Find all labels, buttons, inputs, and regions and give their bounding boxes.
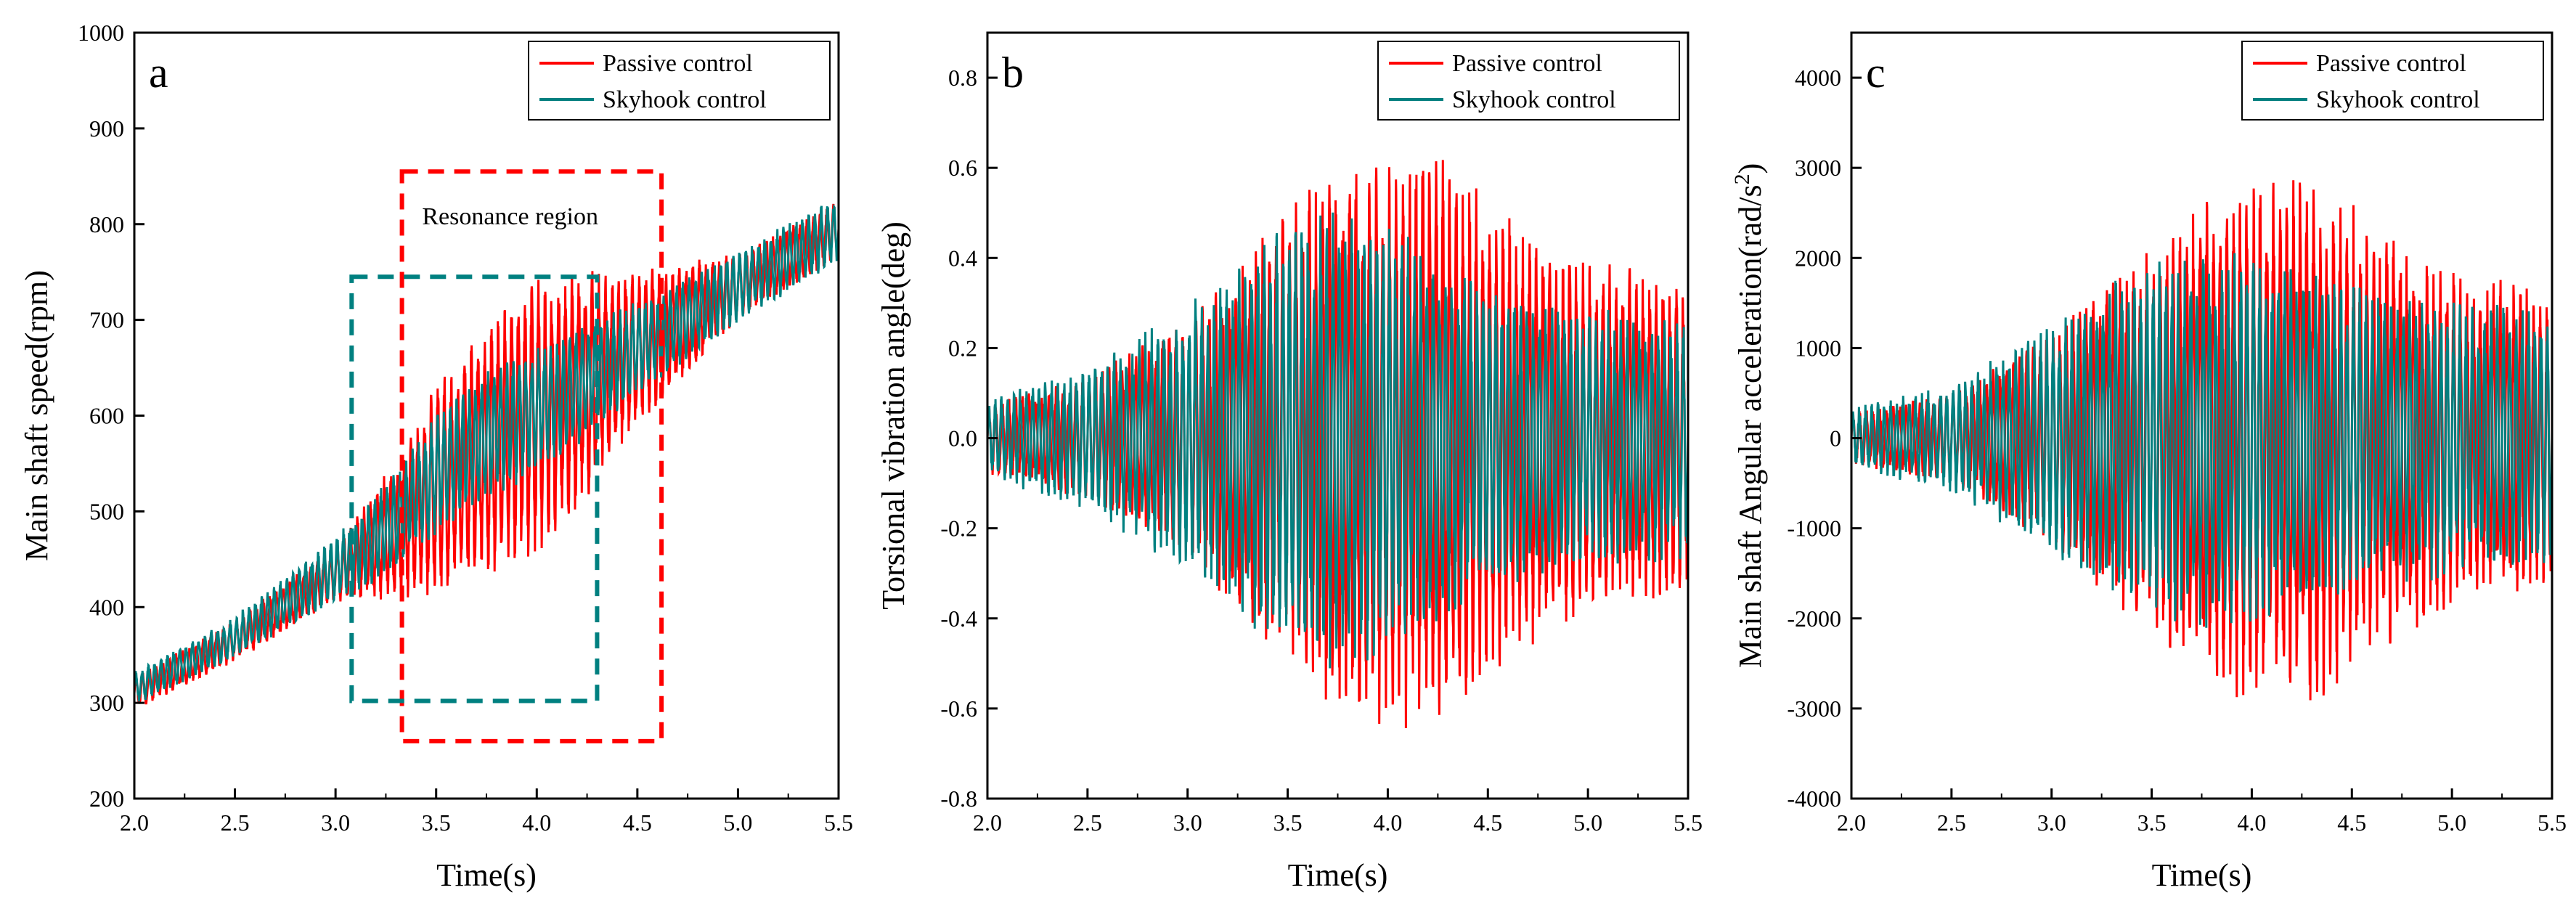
y-tick-label: -0.8 xyxy=(940,786,977,812)
annotation-resonance-region: Resonance region xyxy=(422,203,598,230)
legend-box xyxy=(2241,41,2544,121)
y-tick-label: 3000 xyxy=(1795,155,1841,181)
y-tick-label: -3000 xyxy=(1787,695,1841,722)
chart-panel-c: 2.0 2.5 3.0 3.5 4.0 4.5 5.0 5.5 -4000 -3000 -2000 -… xyxy=(1730,31,2567,893)
y-axis-label-main: Main shaft Angular acceleration(rad/s xyxy=(1732,184,1768,668)
chart-panel-a: Resonance region 2.0 2.5 3.0 3.5 4.0 4.5 5.0 5.5… xyxy=(19,20,853,893)
chart-panel-b: 2.0 2.5 3.0 3.5 4.0 4.5 5.0 5.5 -0.8 -0.6 -0.4 -0.2… xyxy=(876,31,1703,893)
panel-letter: c xyxy=(1866,49,1886,97)
y-tick-label: 1000 xyxy=(78,20,124,46)
series-line-skyhook xyxy=(134,203,839,702)
x-tick-label: 2.5 xyxy=(1073,809,1102,836)
x-tick-label: 2.5 xyxy=(1937,809,1966,836)
legend-box xyxy=(528,41,831,121)
series-line-skyhook xyxy=(987,212,1688,669)
x-tick-label: 4.5 xyxy=(2337,809,2366,836)
y-tick-label: -0.2 xyxy=(940,515,977,542)
x-tick-label: 4.5 xyxy=(1473,809,1502,836)
y-tick-label: 200 xyxy=(89,786,124,812)
y-tick-label: 400 xyxy=(89,594,124,620)
x-axis-label: Time(s) xyxy=(436,857,537,893)
y-axis-label: Main shaft speed(rpm) xyxy=(19,270,54,561)
resonance-region-skyhook xyxy=(349,274,600,703)
y-tick-label: 0 xyxy=(1830,425,1841,452)
y-tick-label: -2000 xyxy=(1787,605,1841,632)
legend-label: Skyhook control xyxy=(2316,86,2480,113)
y-axis-label: Main shaft Angular acceleration(rad/s2) xyxy=(1730,163,1768,669)
y-tick-label: 900 xyxy=(89,115,124,142)
resonance-region-passive xyxy=(399,169,664,743)
x-tick-label: 3.5 xyxy=(422,809,451,836)
x-axis-label: Time(s) xyxy=(1288,857,1388,893)
y-tick-label: 0.6 xyxy=(948,155,977,181)
x-tick-label: 5.0 xyxy=(2437,809,2466,836)
x-tick-label: 3.5 xyxy=(1273,809,1303,836)
legend: Passive control Skyhook control xyxy=(1377,41,1680,121)
y-tick-label: -4000 xyxy=(1787,786,1841,812)
x-tick-label: 5.5 xyxy=(1674,809,1703,836)
y-tick-label: 2000 xyxy=(1795,245,1841,271)
y-tick-label: 0.4 xyxy=(948,245,977,271)
y-axis-label: Torsional vibration angle(deg) xyxy=(876,221,911,610)
y-axis-label-end: ) xyxy=(1732,163,1768,174)
y-tick-label: 1000 xyxy=(1795,335,1841,361)
x-tick-label: 3.0 xyxy=(2037,809,2066,836)
panel-letter: a xyxy=(149,49,168,97)
y-tick-label: -1000 xyxy=(1787,515,1841,542)
x-tick-label: 5.0 xyxy=(1573,809,1602,836)
x-axis-label: Time(s) xyxy=(2152,857,2252,893)
y-tick-label: 500 xyxy=(89,498,124,524)
x-tick-label: 5.0 xyxy=(723,809,752,836)
x-tick-label: 3.5 xyxy=(2137,809,2167,836)
x-tick-label: 5.5 xyxy=(2538,809,2567,836)
x-tick-label: 5.5 xyxy=(824,809,853,836)
x-tick-label: 2.0 xyxy=(973,809,1002,836)
legend-label: Skyhook control xyxy=(603,86,767,113)
x-tick-label: 2.5 xyxy=(221,809,250,836)
x-tick-label: 3.0 xyxy=(321,809,350,836)
y-tick-label: -0.4 xyxy=(940,605,977,632)
x-tick-label: 4.5 xyxy=(623,809,652,836)
y-tick-label: 600 xyxy=(89,403,124,429)
legend: Passive control Skyhook control xyxy=(528,41,831,121)
y-tick-label: 300 xyxy=(89,690,124,716)
y-tick-label: 0.8 xyxy=(948,65,977,91)
x-tick-label: 2.0 xyxy=(1837,809,1866,836)
y-tick-label: 700 xyxy=(89,307,124,333)
legend-label: Passive control xyxy=(603,50,753,77)
legend-label: Skyhook control xyxy=(1452,86,1616,113)
legend-box xyxy=(1377,41,1680,121)
y-tick-label: 0.0 xyxy=(948,425,977,452)
series-line-skyhook xyxy=(1851,253,2552,628)
y-tick-label: 800 xyxy=(89,211,124,237)
y-tick-label: -0.6 xyxy=(940,695,977,722)
y-axis-label-sup: 2 xyxy=(1730,174,1754,184)
y-tick-label: 4000 xyxy=(1795,65,1841,91)
x-tick-label: 4.0 xyxy=(2237,809,2266,836)
x-tick-label: 3.0 xyxy=(1173,809,1202,836)
legend-label: Passive control xyxy=(2316,50,2466,77)
x-tick-label: 4.0 xyxy=(1373,809,1402,836)
x-tick-label: 2.0 xyxy=(120,809,149,836)
legend-label: Passive control xyxy=(1452,50,1602,77)
panel-letter: b xyxy=(1002,49,1024,97)
y-tick-label: 0.2 xyxy=(948,335,977,361)
x-tick-label: 4.0 xyxy=(522,809,551,836)
legend: Passive control Skyhook control xyxy=(2241,41,2544,121)
